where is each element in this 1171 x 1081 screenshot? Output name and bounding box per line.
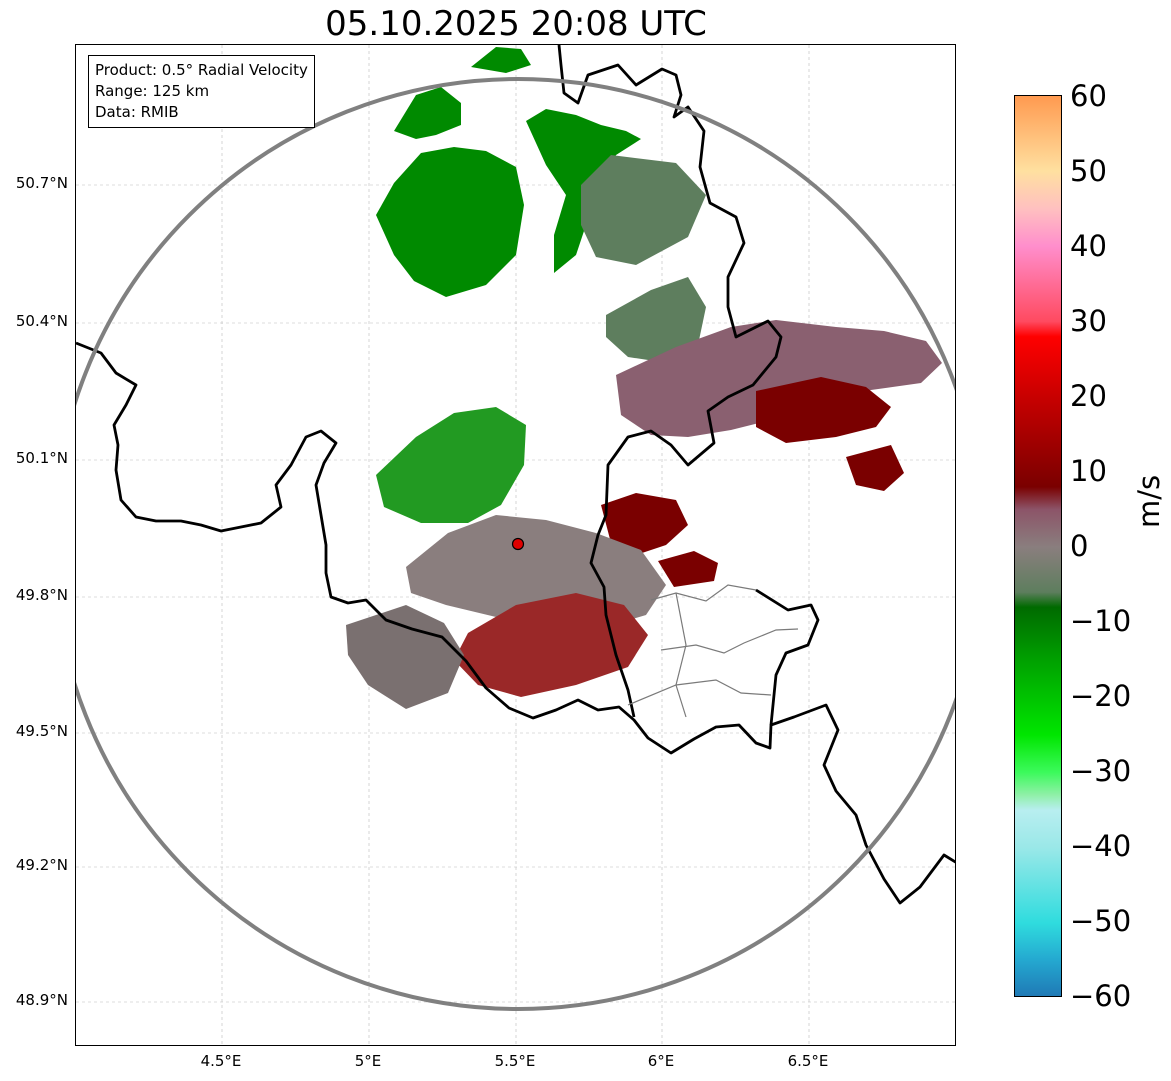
echo-near-range-clutter xyxy=(346,407,666,709)
product-info-box: Product: 0.5° Radial Velocity Range: 125… xyxy=(88,55,315,128)
echo-mauve-band xyxy=(616,320,942,437)
colorbar-tick: 20 xyxy=(1070,379,1107,413)
lat-tick-label: 50.1°N xyxy=(15,449,68,467)
lat-tick-label: 49.5°N xyxy=(15,722,68,740)
colorbar-tick: −40 xyxy=(1070,829,1132,863)
lat-tick-label: 50.4°N xyxy=(15,312,68,330)
echo-grey-green-cluster xyxy=(581,155,706,363)
lat-tick-label: 49.8°N xyxy=(15,586,68,604)
colorbar-tick: 30 xyxy=(1070,304,1107,338)
colorbar-tick: −60 xyxy=(1070,979,1132,1013)
lat-tick-label: 49.2°N xyxy=(15,856,68,874)
radar-site-marker[interactable] xyxy=(511,537,525,551)
map-canvas xyxy=(76,45,955,1045)
range-label: Range: 125 km xyxy=(95,82,210,100)
colorbar-tick: 60 xyxy=(1070,79,1107,113)
colorbar-tick: −30 xyxy=(1070,754,1132,788)
data-source-label: Data: RMIB xyxy=(95,103,179,121)
velocity-colorbar xyxy=(1014,95,1062,997)
colorbar-tick: 10 xyxy=(1070,454,1107,488)
lat-tick-label: 50.7°N xyxy=(15,174,68,192)
colorbar-tick: −10 xyxy=(1070,604,1132,638)
range-ring xyxy=(76,77,955,1011)
lat-tick-label: 48.9°N xyxy=(15,991,68,1009)
echo-darkred-east xyxy=(601,377,904,587)
lon-tick-label: 6.5°E xyxy=(787,1052,829,1070)
lon-tick-label: 4.5°E xyxy=(200,1052,242,1070)
radar-map[interactable] xyxy=(75,44,956,1046)
colorbar-unit-label: m/s xyxy=(1132,474,1166,528)
colorbar-tick: 50 xyxy=(1070,154,1107,188)
colorbar-tick: −50 xyxy=(1070,904,1132,938)
district-boundaries xyxy=(627,584,799,718)
lon-tick-label: 5°E xyxy=(354,1052,382,1070)
colorbar-tick: 0 xyxy=(1070,529,1089,563)
chart-title: 05.10.2025 20:08 UTC xyxy=(325,4,707,44)
country-borders xyxy=(76,45,955,905)
colorbar-tick: 40 xyxy=(1070,229,1107,263)
lon-tick-label: 6°E xyxy=(647,1052,675,1070)
colorbar-gradient xyxy=(1015,96,1061,996)
colorbar-tick: −20 xyxy=(1070,679,1132,713)
product-label: Product: 0.5° Radial Velocity xyxy=(95,61,308,79)
lon-tick-label: 5.5°E xyxy=(494,1052,536,1070)
